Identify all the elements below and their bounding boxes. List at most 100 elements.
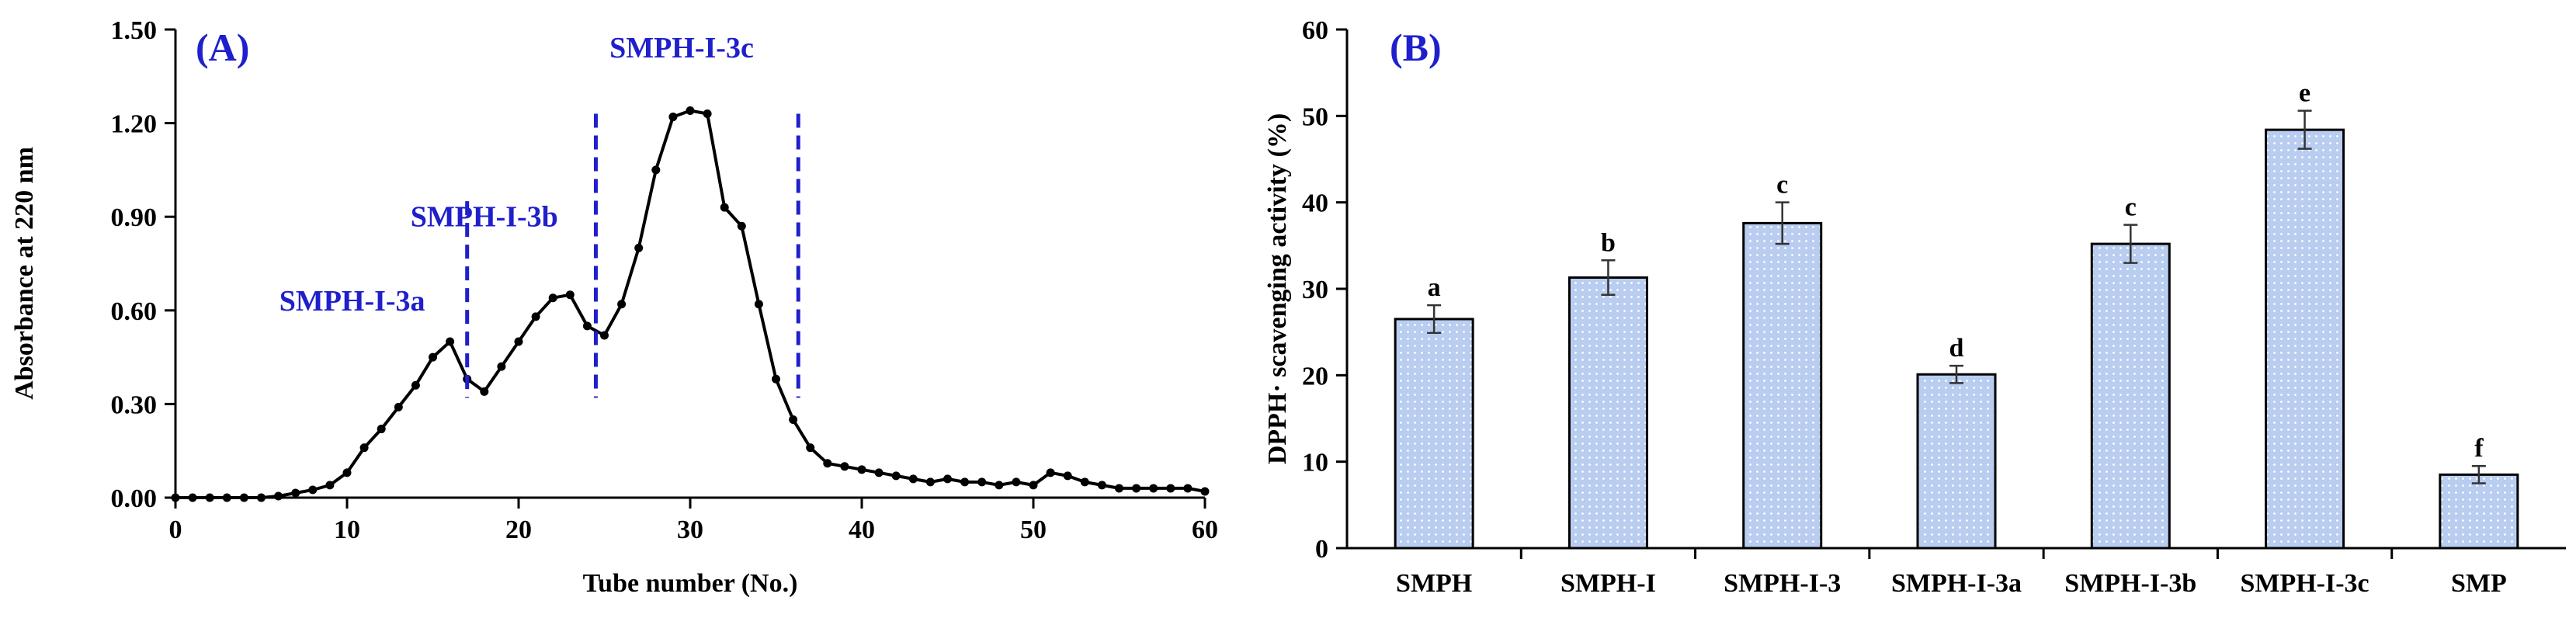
panel-b-y-tick-label: 40 (1302, 189, 1328, 218)
absorbance-point (205, 493, 214, 502)
panel-a-y-tick-label: 0.00 (111, 484, 158, 513)
absorbance-point (429, 352, 437, 362)
absorbance-point (703, 109, 712, 119)
absorbance-point (1063, 471, 1072, 481)
absorbance-point (291, 488, 300, 498)
significance-letter: d (1949, 334, 1964, 363)
panel-b-y-tick-label: 60 (1302, 16, 1328, 45)
bar-smph-i (1567, 276, 1648, 550)
absorbance-point (720, 203, 729, 212)
absorbance-point (565, 290, 575, 300)
significance-letter: a (1428, 273, 1441, 302)
absorbance-point (548, 293, 557, 303)
panel-a-x-tick-label: 20 (505, 516, 532, 544)
panel-b-y-tick-label: 50 (1302, 102, 1328, 131)
absorbance-point (257, 493, 266, 502)
panel-a-y-tick-label: 1.20 (111, 110, 158, 139)
absorbance-point (995, 481, 1004, 490)
bar-smph-i-3 (1742, 221, 1823, 550)
absorbance-point (617, 300, 627, 309)
bar-smph (1394, 318, 1474, 550)
absorbance-point (754, 300, 763, 309)
absorbance-point (772, 374, 780, 384)
absorbance-point (1115, 484, 1123, 493)
significance-letter: b (1601, 228, 1616, 257)
category-label: SMPH-I (1561, 569, 1656, 598)
bar-smph-i-3c (2265, 128, 2345, 550)
absorbance-point (1132, 484, 1141, 493)
absorbance-point (737, 221, 746, 231)
absorbance-point (908, 474, 918, 484)
bar-smp (2439, 473, 2519, 550)
significance-letter: e (2299, 79, 2310, 108)
panel-a: (A) Absorbance at 220 nm Tube number (No… (10, 16, 1218, 598)
category-label: SMPH-I-3a (1891, 569, 2022, 598)
absorbance-point (1166, 484, 1175, 493)
panel-a-y-tick-label: 0.90 (111, 203, 158, 232)
absorbance-point (668, 113, 678, 122)
panel-a-label: (A) (196, 26, 249, 69)
panel-a-y-tick-label: 0.60 (111, 297, 158, 326)
bar-smph-i-3a (1916, 373, 1997, 550)
panel-a-x-tick-label: 50 (1020, 516, 1047, 544)
absorbance-point (651, 165, 661, 175)
absorbance-point (222, 493, 231, 502)
absorbance-point (943, 474, 952, 484)
bar-smph-i-3b (2090, 242, 2171, 550)
panel-a-x-tick-label: 0 (169, 516, 182, 544)
absorbance-point (806, 443, 815, 453)
category-label: SMPH-I-3c (2240, 569, 2369, 598)
absorbance-point (377, 425, 386, 434)
absorbance-point (480, 387, 489, 396)
absorbance-point (497, 362, 506, 371)
absorbance-point (1149, 484, 1158, 493)
category-label: SMPH-I-3b (2064, 569, 2196, 598)
absorbance-point (171, 493, 180, 502)
panel-b-y-tick-label: 30 (1302, 276, 1328, 304)
absorbance-point (359, 443, 369, 453)
panel-b: (B) DPPH· scavenging activity (%) 0 10 20 3… (1263, 16, 2566, 598)
absorbance-point (1080, 477, 1089, 487)
absorbance-point (840, 462, 849, 471)
absorbance-point (1097, 481, 1106, 490)
absorbance-point (394, 402, 403, 411)
absorbance-point (1183, 484, 1193, 493)
absorbance-point (925, 477, 935, 487)
panel-a-y-axis-title: Absorbance at 220 nm (10, 147, 39, 400)
absorbance-point (1046, 468, 1055, 477)
absorbance-point (342, 468, 352, 477)
absorbance-point (239, 493, 248, 502)
absorbance-point (1012, 477, 1021, 487)
absorbance-point (686, 106, 695, 116)
panel-b-y-tick-label: 0 (1315, 535, 1328, 564)
panel-b-y-tick-label: 20 (1302, 362, 1328, 391)
panel-b-y-axis-title: DPPH· scavenging activity (%) (1263, 113, 1292, 464)
panel-a-x-tick-label: 40 (849, 516, 875, 544)
fraction-label: SMPH-I-3a (279, 285, 425, 318)
absorbance-point (891, 471, 901, 481)
absorbance-point (977, 477, 987, 487)
absorbance-point (582, 321, 592, 331)
absorbance-point (1029, 481, 1038, 490)
absorbance-point (874, 468, 884, 477)
fraction-label: SMPH-I-3b (411, 200, 558, 233)
category-label: SMPH-I-3 (1724, 569, 1841, 598)
absorbance-point (411, 380, 420, 390)
panel-a-x-tick-label: 60 (1192, 516, 1218, 544)
absorbance-point (531, 312, 540, 321)
panel-a-x-tick-label: 30 (677, 516, 703, 544)
panel-b-y-tick-label: 10 (1302, 449, 1328, 477)
absorbance-point (960, 477, 970, 487)
absorbance-point (857, 465, 866, 474)
panel-a-y-tick-label: 1.50 (111, 16, 158, 45)
absorbance-point (600, 331, 609, 340)
absorbance-point (325, 481, 335, 490)
absorbance-point (1200, 487, 1210, 496)
significance-letter: f (2474, 434, 2484, 463)
panel-a-x-axis-title: Tube number (No.) (583, 569, 798, 598)
significance-letter: c (1776, 171, 1788, 200)
significance-letter: c (2125, 193, 2137, 222)
fraction-label: SMPH-I-3c (609, 32, 754, 64)
